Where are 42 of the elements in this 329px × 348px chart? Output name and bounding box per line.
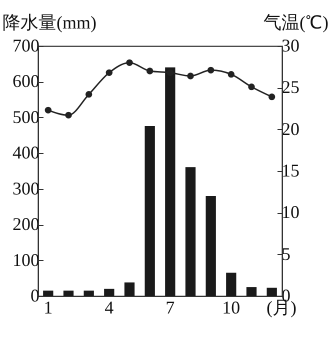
x-tick-label: 4 <box>104 298 114 318</box>
x-tick-label: 1 <box>44 298 53 318</box>
bar <box>266 288 277 296</box>
bar <box>226 272 236 296</box>
point <box>106 69 113 76</box>
y2-tick-label: 20 <box>282 118 300 139</box>
point <box>268 93 276 100</box>
bar <box>43 290 54 296</box>
bar <box>124 282 135 296</box>
y-tick-label: 400 <box>12 142 40 163</box>
bar <box>84 290 94 296</box>
x-tick-label: 10 <box>222 298 240 318</box>
y2-tick-label: 25 <box>282 77 300 98</box>
y-tick-label: 200 <box>12 214 40 234</box>
point <box>85 90 92 98</box>
bar <box>206 196 216 296</box>
y2-tick-label: 15 <box>282 160 300 180</box>
y-tick-label: 700 <box>12 36 40 56</box>
y-tick-label: 500 <box>12 106 40 127</box>
point <box>248 83 255 90</box>
point <box>126 59 133 66</box>
point <box>65 112 72 119</box>
y-tick-label: 300 <box>12 178 40 198</box>
point <box>166 69 174 76</box>
y2-axis-title: 气温(℃) <box>264 12 328 32</box>
bar <box>185 167 196 296</box>
y2-tick-label: 30 <box>282 36 300 56</box>
bar <box>104 288 114 296</box>
point <box>187 72 194 80</box>
point <box>44 106 52 114</box>
x-tick-label: 7 <box>166 298 175 318</box>
y-tick-label: 100 <box>12 250 40 270</box>
point <box>146 68 154 74</box>
y-tick-label: 600 <box>12 71 40 92</box>
y-axis-title: 降水量(mm) <box>2 12 96 32</box>
point <box>228 70 235 78</box>
bar <box>63 290 74 296</box>
y2-tick-label: 10 <box>282 202 300 222</box>
point <box>207 66 214 74</box>
bar <box>246 287 257 296</box>
y2-tick-label: 5 <box>282 244 290 264</box>
bar <box>144 126 155 296</box>
